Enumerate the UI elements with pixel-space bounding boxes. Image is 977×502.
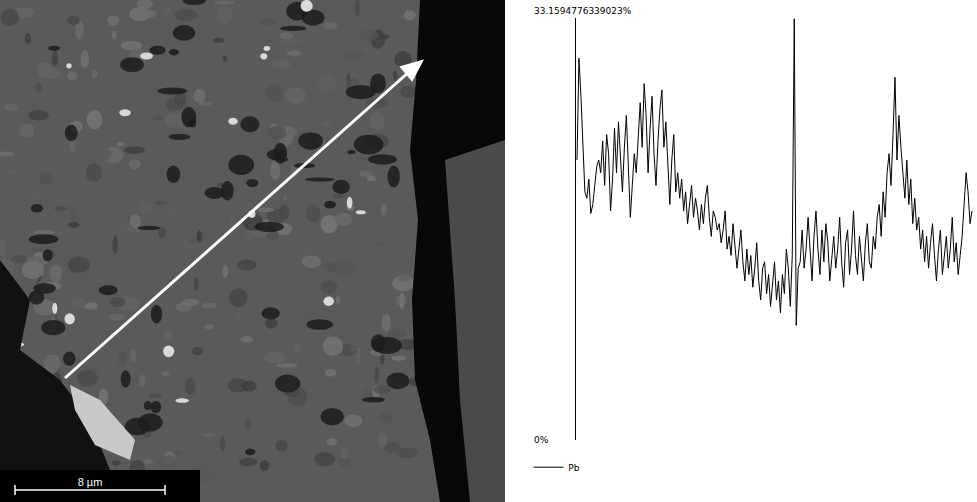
svg-text:8 µm: 8 µm bbox=[78, 476, 103, 488]
svg-text:33.1594776339023%: 33.1594776339023% bbox=[534, 6, 632, 16]
svg-text:0%: 0% bbox=[534, 435, 549, 445]
svg-text:Pb: Pb bbox=[568, 463, 579, 473]
